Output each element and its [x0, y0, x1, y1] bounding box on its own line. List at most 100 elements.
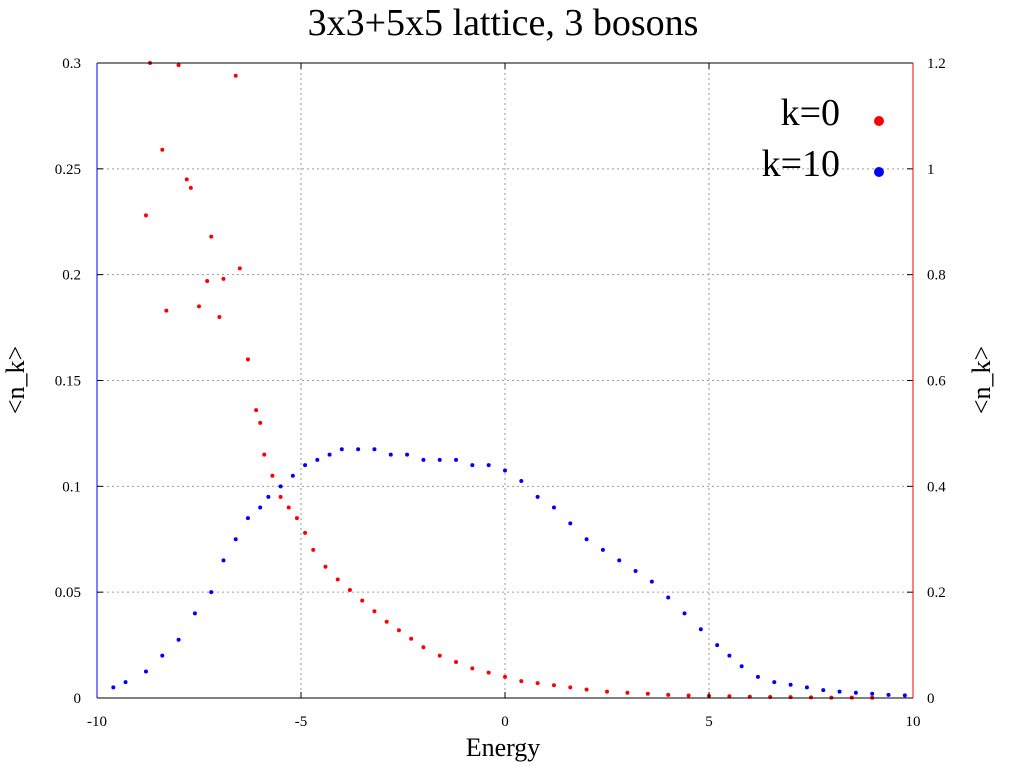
data-point-k0 [237, 266, 242, 271]
data-point-k10 [372, 447, 377, 452]
legend-marker-k10 [874, 167, 884, 177]
x-tick-label: 0 [501, 714, 509, 730]
data-point-k10 [739, 664, 744, 669]
data-point-k10 [176, 637, 181, 642]
data-point-k0 [311, 547, 316, 552]
y-tick-label-left: 0.1 [62, 479, 81, 495]
y-tick-label-left: 0.05 [55, 585, 81, 601]
data-point-k10 [266, 494, 271, 499]
data-point-k10 [535, 494, 540, 499]
y-tick-label-right: 0.2 [927, 585, 946, 601]
data-point-k10 [303, 463, 308, 468]
y-tick-label-left: 0.15 [55, 374, 81, 390]
data-point-k0 [176, 63, 181, 68]
y-tick-label-right: 1 [927, 162, 935, 178]
y-tick-label-left: 0.3 [62, 56, 81, 72]
x-tick-label: -10 [87, 714, 107, 730]
data-point-k10 [617, 558, 622, 563]
data-point-k10 [551, 505, 556, 510]
y-axis-label-left: <n_k> [1, 346, 30, 414]
data-point-k0 [221, 276, 226, 281]
data-point-k0 [270, 473, 275, 478]
grid [97, 63, 913, 698]
data-point-k0 [486, 670, 491, 675]
data-point-k10 [584, 537, 589, 542]
data-point-k0 [184, 177, 189, 182]
data-point-k10 [405, 452, 410, 457]
data-point-k0 [217, 315, 222, 319]
data-point-k0 [409, 636, 414, 641]
data-point-k10 [649, 579, 654, 584]
y-tick-label-left: 0.2 [62, 268, 81, 284]
data-point-k0 [262, 452, 267, 457]
data-point-k10 [315, 457, 320, 462]
data-point-k10 [788, 682, 793, 687]
data-point-k0 [164, 308, 169, 313]
data-point-k10 [111, 685, 116, 690]
data-point-k10 [470, 463, 475, 468]
data-point-k10 [123, 680, 128, 685]
axes: -10 -5 0 5 10 0 0.05 0.1 0.15 0.2 0.25 0.3 0 0.2 0.4 0.… [55, 56, 947, 730]
data-point-k10 [821, 688, 826, 693]
data-point-k0 [245, 357, 250, 362]
data-point-k0 [437, 653, 442, 658]
data-point-k0 [470, 666, 475, 671]
data-point-k10 [755, 674, 760, 679]
y-tick-label-left: 0 [74, 691, 82, 707]
y-tick-label-left: 0.25 [55, 162, 81, 178]
data-point-k10 [421, 457, 426, 462]
data-point-k10 [278, 484, 283, 489]
data-point-k0 [160, 147, 165, 152]
data-point-k0 [809, 695, 813, 700]
data-point-k0 [727, 694, 732, 699]
data-point-k10 [192, 611, 197, 616]
data-point-k0 [421, 645, 426, 650]
data-point-k10 [804, 685, 809, 690]
data-point-k0 [254, 408, 259, 413]
y-axis-label-right: <n_k> [967, 346, 996, 414]
data-point-k10 [519, 479, 524, 484]
legend: k=0 k=10 [762, 92, 884, 185]
data-point-k10 [388, 452, 393, 457]
data-point-k0 [335, 577, 340, 582]
data-point-k10 [339, 447, 344, 452]
data-point-k10 [454, 457, 459, 462]
y-tick-label-right: 0.6 [927, 374, 946, 390]
data-point-k0 [645, 691, 650, 696]
data-point-k0 [233, 73, 238, 78]
data-point-k10 [666, 595, 671, 600]
data-point-k0 [568, 685, 573, 690]
x-axis-label: Energy [466, 733, 541, 762]
data-point-k0 [303, 530, 308, 535]
data-point-k10 [682, 611, 687, 616]
data-point-k0 [360, 598, 365, 603]
data-point-k10 [902, 693, 907, 698]
data-points [111, 61, 907, 700]
data-point-k10 [437, 457, 442, 462]
data-point-k0 [323, 564, 328, 569]
data-point-k10 [143, 669, 148, 674]
data-point-k0 [686, 693, 691, 698]
data-point-k0 [278, 494, 283, 499]
data-point-k10 [160, 653, 165, 658]
y-tick-label-right: 0 [927, 691, 935, 707]
data-point-k10 [715, 643, 720, 648]
legend-label-k0: k=0 [781, 92, 840, 134]
data-point-k10 [772, 680, 777, 685]
data-point-k10 [870, 691, 875, 696]
data-point-k10 [356, 447, 361, 452]
data-point-k10 [245, 516, 250, 521]
x-tick-label: 5 [705, 714, 713, 730]
data-point-k0 [258, 420, 263, 425]
data-point-k10 [486, 463, 491, 468]
y-tick-label-right: 0.8 [927, 268, 946, 284]
data-point-k0 [396, 628, 401, 633]
data-point-k10 [886, 692, 891, 697]
data-point-k10 [568, 521, 573, 526]
data-point-k0 [143, 213, 148, 218]
x-tick-label: 10 [906, 714, 921, 730]
data-point-k0 [294, 516, 299, 521]
y-tick-label-right: 0.4 [927, 479, 946, 495]
data-point-k10 [209, 590, 214, 595]
